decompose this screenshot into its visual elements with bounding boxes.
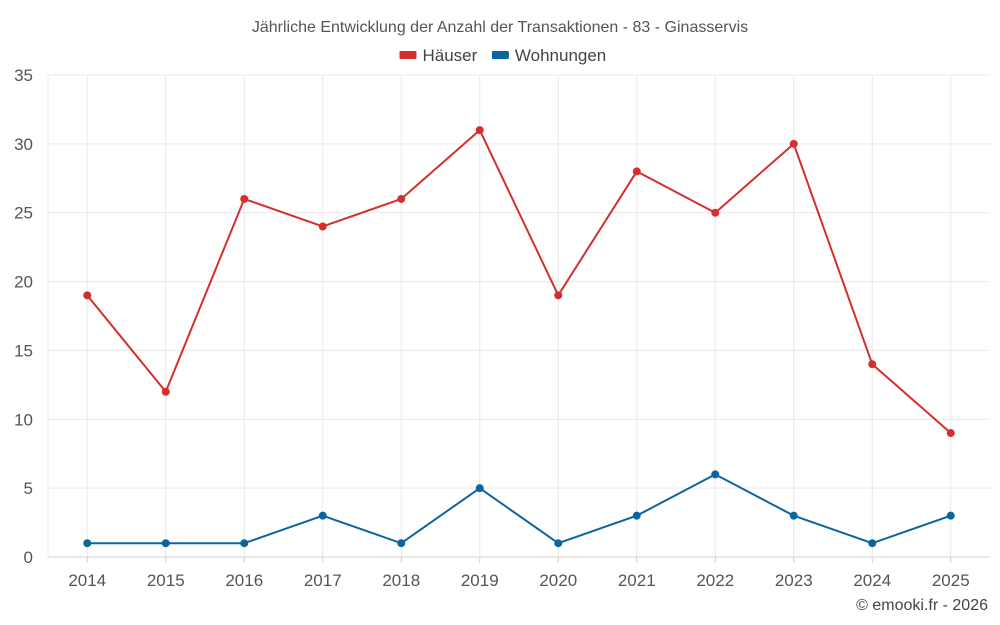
x-tick-label: 2025	[932, 571, 970, 590]
series-haeuser	[83, 126, 955, 438]
data-point[interactable]	[240, 194, 249, 203]
data-point[interactable]	[789, 139, 798, 148]
legend-swatch	[491, 51, 509, 59]
y-tick-label: 30	[14, 135, 33, 154]
legend-label: Wohnungen	[515, 46, 606, 65]
y-tick-label: 10	[14, 410, 33, 429]
data-point[interactable]	[789, 511, 798, 520]
x-tick-label: 2022	[696, 571, 734, 590]
data-point[interactable]	[632, 511, 641, 520]
credit-text: © emooki.fr - 2026	[856, 597, 988, 614]
data-point[interactable]	[475, 126, 484, 135]
legend-label: Häuser	[423, 46, 478, 65]
x-tick-label: 2015	[147, 571, 185, 590]
data-point[interactable]	[554, 291, 563, 300]
x-tick-label: 2021	[618, 571, 656, 590]
data-point[interactable]	[83, 539, 92, 548]
x-tick-label: 2020	[539, 571, 577, 590]
x-tick-label: 2019	[461, 571, 499, 590]
series-wohnungen	[83, 470, 955, 548]
data-point[interactable]	[868, 539, 877, 548]
x-tick-label: 2023	[775, 571, 813, 590]
data-point[interactable]	[318, 511, 327, 520]
data-point[interactable]	[475, 484, 484, 493]
data-point[interactable]	[946, 429, 955, 438]
x-tick-label: 2017	[304, 571, 342, 590]
x-tick-label: 2018	[382, 571, 420, 590]
data-point[interactable]	[711, 470, 720, 479]
legend-item-wohnungen[interactable]: Wohnungen	[491, 46, 606, 65]
data-point[interactable]	[240, 539, 249, 548]
data-point[interactable]	[83, 291, 92, 300]
data-point[interactable]	[397, 539, 406, 548]
y-tick-label: 25	[14, 204, 33, 223]
x-tick-label: 2016	[225, 571, 263, 590]
grid	[47, 74, 990, 557]
series-line	[87, 473, 952, 545]
series-line	[86, 129, 952, 434]
x-tick-label: 2014	[68, 571, 106, 590]
y-tick-label: 0	[24, 548, 33, 567]
data-point[interactable]	[632, 167, 641, 176]
x-tick-label: 2024	[853, 571, 891, 590]
y-tick-label: 35	[14, 66, 33, 85]
y-tick-label: 15	[14, 341, 33, 360]
legend-swatch	[399, 51, 417, 59]
legend[interactable]: Häuser Wohnungen	[399, 46, 607, 65]
data-point[interactable]	[318, 222, 327, 231]
legend-item-haeuser[interactable]: Häuser	[399, 46, 478, 65]
chart-title: Jährliche Entwicklung der Anzahl der Tra…	[252, 19, 748, 36]
y-tick-label: 20	[14, 273, 33, 292]
data-point[interactable]	[711, 208, 720, 217]
series	[83, 126, 955, 548]
data-point[interactable]	[161, 387, 170, 396]
data-point[interactable]	[397, 194, 406, 203]
data-point[interactable]	[946, 511, 955, 520]
data-point[interactable]	[161, 539, 170, 548]
data-point[interactable]	[868, 360, 877, 369]
data-point[interactable]	[554, 539, 563, 548]
y-tick-label: 5	[24, 479, 33, 498]
